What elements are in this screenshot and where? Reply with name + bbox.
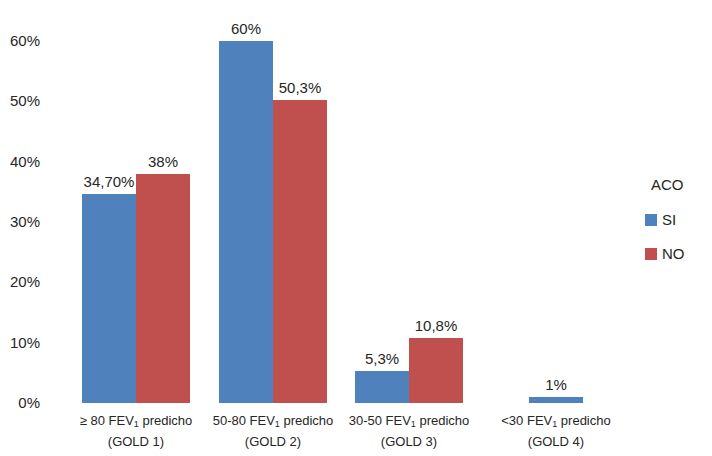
legend: ACO SI NO [645,176,712,272]
x-category-label-gold1: ≥ 80 FEV1 predicho(GOLD 1) [80,412,193,450]
x-category-text: predicho [280,413,333,428]
x-category-line1: ≥ 80 FEV1 predicho [80,412,193,433]
legend-swatch-no [645,248,657,260]
x-category-text: predicho [416,413,469,428]
x-category-line2: (GOLD 1) [80,433,193,450]
legend-item-no: NO [645,245,685,262]
bar-si-gold3 [355,371,409,403]
legend-label-si: SI [662,211,676,228]
x-category-line2: (GOLD 2) [213,433,334,450]
bar-no-gold2 [273,100,327,403]
x-category-line1: <30 FEV1 predicho [501,412,610,433]
plot-area: 34,70%38%≥ 80 FEV1 predicho(GOLD 1)60%50… [0,0,712,456]
bar-chart: 60%50%40%30%20%10%0% 34,70%38%≥ 80 FEV1 … [0,0,712,456]
x-category-line2: (GOLD 3) [349,433,470,450]
x-category-line1: 50-80 FEV1 predicho [213,412,334,433]
x-category-line1: 30-50 FEV1 predicho [349,412,470,433]
value-label-no-gold3: 10,8% [415,317,458,335]
x-category-label-gold4: <30 FEV1 predicho(GOLD 4) [501,412,610,450]
x-category-text: <30 FEV [501,413,552,428]
value-label-si-gold3: 5,3% [365,350,399,368]
value-label-no-gold1: 38% [148,153,178,171]
value-label-no-gold2: 50,3% [279,79,322,97]
x-category-line2: (GOLD 4) [501,433,610,450]
x-category-text: predicho [139,413,192,428]
x-category-text: 30-50 FEV [349,413,411,428]
x-category-text: 50-80 FEV [213,413,275,428]
bar-si-gold1 [82,194,136,403]
value-label-si-gold1: 34,70% [84,173,135,191]
x-category-text: ≥ 80 FEV [80,413,134,428]
bar-si-gold4 [529,397,583,403]
bar-si-gold2 [219,41,273,403]
x-category-label-gold2: 50-80 FEV1 predicho(GOLD 2) [213,412,334,450]
bar-no-gold3 [409,338,463,403]
legend-title: ACO [651,176,684,193]
x-category-text: predicho [557,413,610,428]
value-label-si-gold2: 60% [231,20,261,38]
value-label-si-gold4: 1% [545,376,567,394]
legend-item-si: SI [645,211,676,228]
bar-no-gold1 [136,174,190,403]
x-category-label-gold3: 30-50 FEV1 predicho(GOLD 3) [349,412,470,450]
legend-swatch-si [645,214,657,226]
legend-label-no: NO [662,245,685,262]
